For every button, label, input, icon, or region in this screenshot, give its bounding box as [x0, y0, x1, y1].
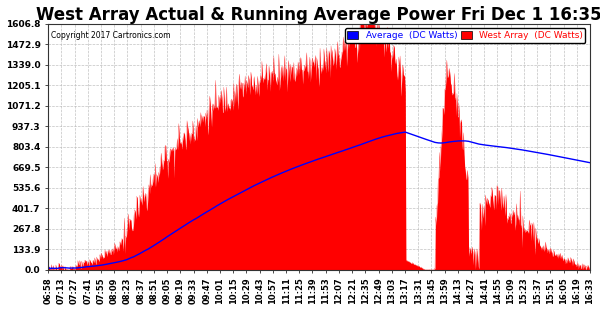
Legend: Average  (DC Watts), West Array  (DC Watts): Average (DC Watts), West Array (DC Watts… [345, 28, 586, 43]
Title: West Array Actual & Running Average Power Fri Dec 1 16:35: West Array Actual & Running Average Powe… [36, 6, 600, 24]
Text: Copyright 2017 Cartronics.com: Copyright 2017 Cartronics.com [51, 31, 170, 40]
